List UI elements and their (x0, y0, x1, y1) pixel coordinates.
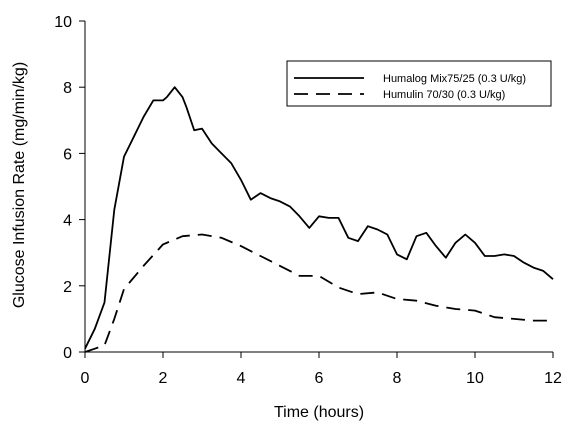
series-line-humalog (84, 86, 554, 350)
legend-box (286, 60, 552, 107)
y-tick-label: 8 (63, 80, 72, 97)
x-axis-ticks: 0 2 4 6 8 10 12 (81, 352, 562, 387)
x-tick-label: 4 (237, 370, 246, 387)
y-tick-label: 10 (54, 14, 72, 31)
y-tick-label: 2 (63, 279, 72, 296)
legend-label-humalog: Humalog Mix75/25 (0.3 U/kg) (383, 73, 526, 85)
x-tick-label: 2 (159, 370, 168, 387)
y-axis-label: Glucose Infusion Rate (mg/min/kg) (11, 62, 28, 308)
legend-label-humulin: Humulin 70/30 (0.3 U/kg) (383, 89, 505, 101)
y-tick-label: 6 (63, 146, 72, 163)
series-line-humulin (84, 233, 553, 353)
legend: Humalog Mix75/25 (0.3 U/kg) Humulin 70/3… (286, 60, 552, 107)
y-tick-label: 4 (63, 213, 72, 230)
x-tick-label: 6 (315, 370, 324, 387)
x-tick-label: 10 (466, 370, 484, 387)
y-axis-ticks: 0 2 4 6 8 10 (54, 14, 85, 362)
y-tick-label: 0 (63, 345, 72, 362)
x-tick-label: 12 (544, 370, 562, 387)
x-tick-label: 8 (393, 370, 402, 387)
series-lines (84, 86, 554, 353)
x-tick-label: 0 (81, 370, 90, 387)
x-axis-label: Time (hours) (274, 404, 364, 421)
